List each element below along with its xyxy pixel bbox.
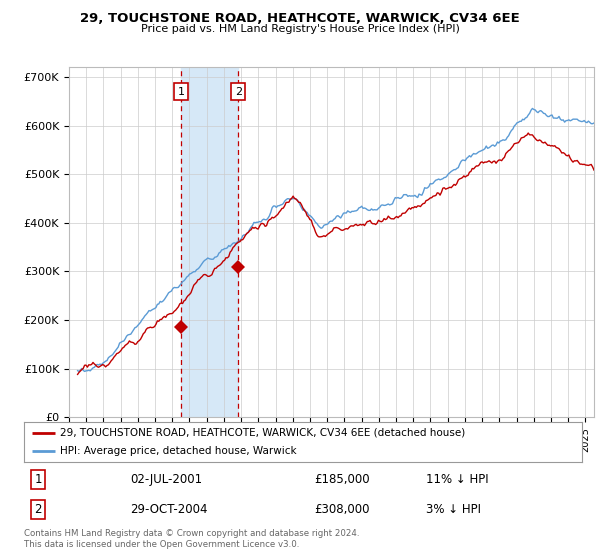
Text: 29, TOUCHSTONE ROAD, HEATHCOTE, WARWICK, CV34 6EE: 29, TOUCHSTONE ROAD, HEATHCOTE, WARWICK,… — [80, 12, 520, 25]
Bar — [181, 67, 238, 417]
Text: 1: 1 — [178, 87, 184, 97]
Text: Contains HM Land Registry data © Crown copyright and database right 2024.
This d: Contains HM Land Registry data © Crown c… — [24, 529, 359, 549]
Text: £308,000: £308,000 — [314, 503, 370, 516]
Text: 3% ↓ HPI: 3% ↓ HPI — [426, 503, 481, 516]
Text: £185,000: £185,000 — [314, 473, 370, 486]
Text: 29-OCT-2004: 29-OCT-2004 — [130, 503, 208, 516]
Text: HPI: Average price, detached house, Warwick: HPI: Average price, detached house, Warw… — [60, 446, 297, 456]
Text: 11% ↓ HPI: 11% ↓ HPI — [426, 473, 488, 486]
Text: 29, TOUCHSTONE ROAD, HEATHCOTE, WARWICK, CV34 6EE (detached house): 29, TOUCHSTONE ROAD, HEATHCOTE, WARWICK,… — [60, 428, 466, 437]
Text: 1: 1 — [34, 473, 42, 486]
Text: 2: 2 — [235, 87, 242, 97]
Text: 02-JUL-2001: 02-JUL-2001 — [130, 473, 202, 486]
Text: Price paid vs. HM Land Registry's House Price Index (HPI): Price paid vs. HM Land Registry's House … — [140, 24, 460, 34]
Text: 2: 2 — [34, 503, 42, 516]
